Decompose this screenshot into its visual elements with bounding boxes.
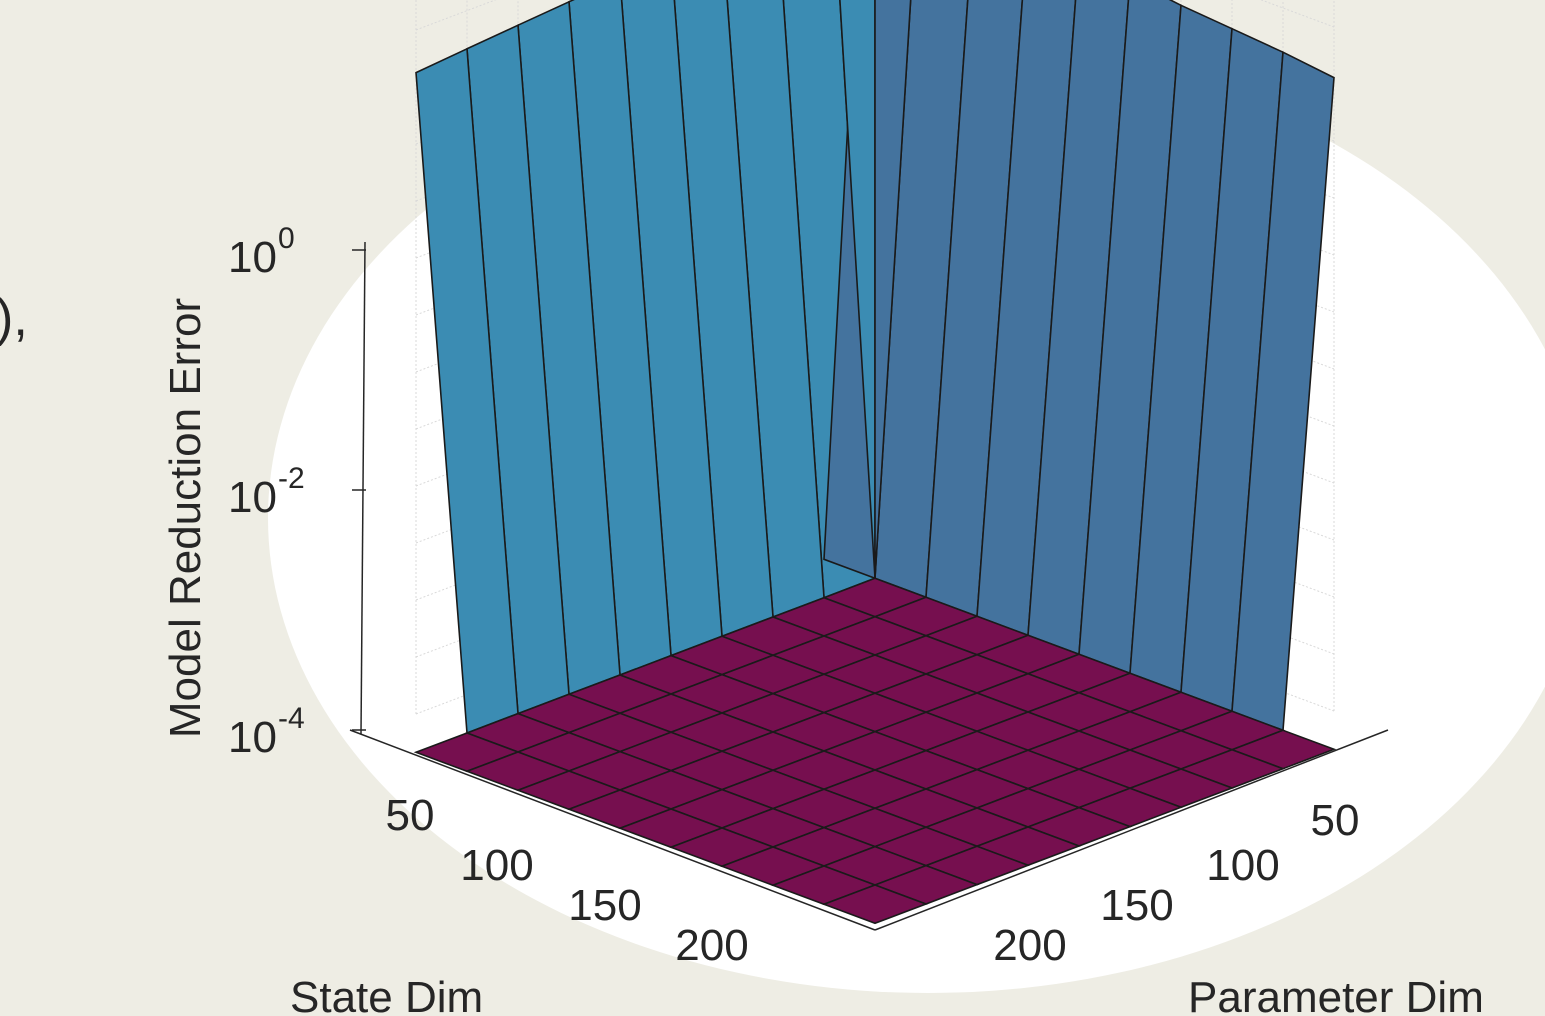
state-dim-tick-label: 150	[568, 881, 641, 930]
svg-text:-4: -4	[278, 702, 305, 735]
svg-text:10: 10	[228, 233, 277, 282]
z-tick-label: 10 -4	[228, 702, 305, 762]
parameter-axis-line	[874, 729, 1389, 931]
z-tick-label: 10 -2	[228, 462, 305, 522]
state-dim-tick-label: 100	[460, 841, 533, 890]
svg-text:10: 10	[228, 473, 277, 522]
parameter-dim-tick-label: 100	[1206, 841, 1279, 890]
parameter-dim-tick-label: 50	[1311, 796, 1360, 845]
state-axis-line	[349, 729, 876, 931]
z-tick-label: 10 0	[228, 222, 295, 282]
surface-face-floor	[821, 884, 929, 925]
state-dim-tick-label: 200	[675, 921, 748, 970]
grid-line	[415, 0, 497, 31]
state-dim-tick-label: 50	[386, 791, 435, 840]
parameter-dim-axis-label: Parameter Dim	[1188, 973, 1484, 1016]
parameter-dim-tick-label: 150	[1100, 881, 1173, 930]
svg-text:0: 0	[278, 222, 295, 255]
edge-text-fragment: ),	[0, 289, 28, 347]
surface	[413, 0, 1337, 925]
svg-text:-2: -2	[278, 462, 305, 495]
svg-text:10: 10	[228, 713, 277, 762]
z-axis-label: Model Reduction Error	[161, 298, 210, 738]
surface-face-corner	[874, 0, 912, 579]
z-axis-line	[360, 241, 366, 734]
state-dim-axis-label: State Dim	[290, 973, 483, 1016]
axes	[349, 241, 1389, 931]
parameter-dim-tick-label: 200	[993, 921, 1066, 970]
